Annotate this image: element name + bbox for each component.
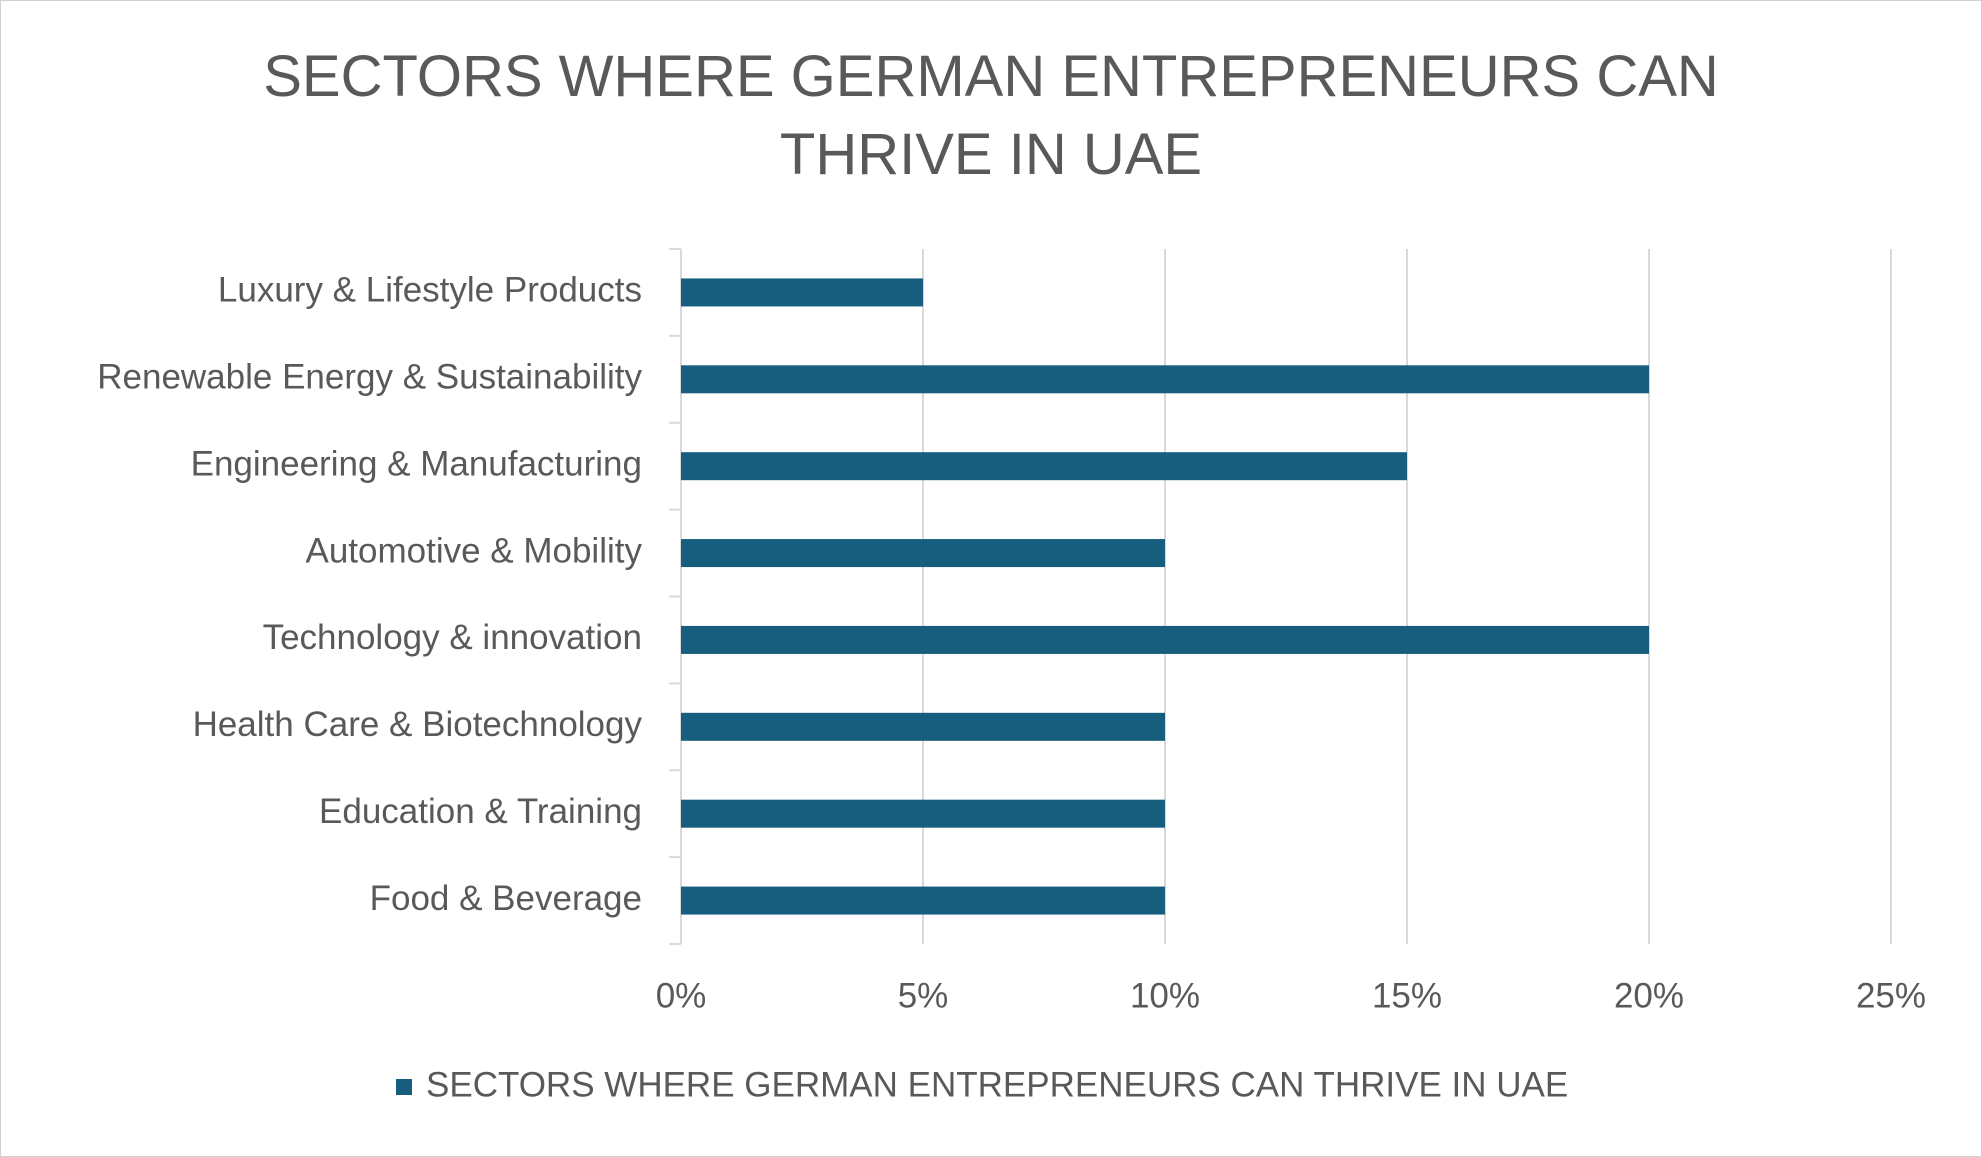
- y-tick-label: Health Care & Biotechnology: [193, 705, 643, 744]
- bar: [681, 452, 1407, 481]
- y-tick-label: Technology & innovation: [263, 618, 642, 657]
- x-tick-label: 5%: [898, 976, 949, 1015]
- y-tick-label: Automotive & Mobility: [305, 531, 642, 570]
- x-tick-label: 10%: [1130, 976, 1200, 1015]
- y-tick-label: Luxury & Lifestyle Products: [218, 271, 642, 310]
- chart-title: SECTORS WHERE GERMAN ENTREPRENEURS CAN T…: [263, 44, 1719, 187]
- bar: [681, 799, 1165, 828]
- y-tick-label: Engineering & Manufacturing: [191, 444, 642, 483]
- bar: [681, 625, 1649, 654]
- bar: [681, 539, 1165, 568]
- legend-marker: [396, 1079, 412, 1095]
- x-tick-label: 25%: [1856, 976, 1926, 1015]
- x-tick-label: 20%: [1614, 976, 1684, 1015]
- y-tick-label: Food & Beverage: [370, 879, 642, 918]
- bar: [681, 886, 1165, 915]
- x-tick-label: 0%: [656, 976, 707, 1015]
- y-tick-label: Renewable Energy & Sustainability: [97, 358, 642, 397]
- bar: [681, 712, 1165, 741]
- x-tick-label: 15%: [1372, 976, 1442, 1015]
- bar: [681, 365, 1649, 394]
- bar: [681, 278, 923, 307]
- legend-label: SECTORS WHERE GERMAN ENTREPRENEURS CAN T…: [426, 1065, 1568, 1104]
- y-tick-label: Education & Training: [319, 792, 642, 831]
